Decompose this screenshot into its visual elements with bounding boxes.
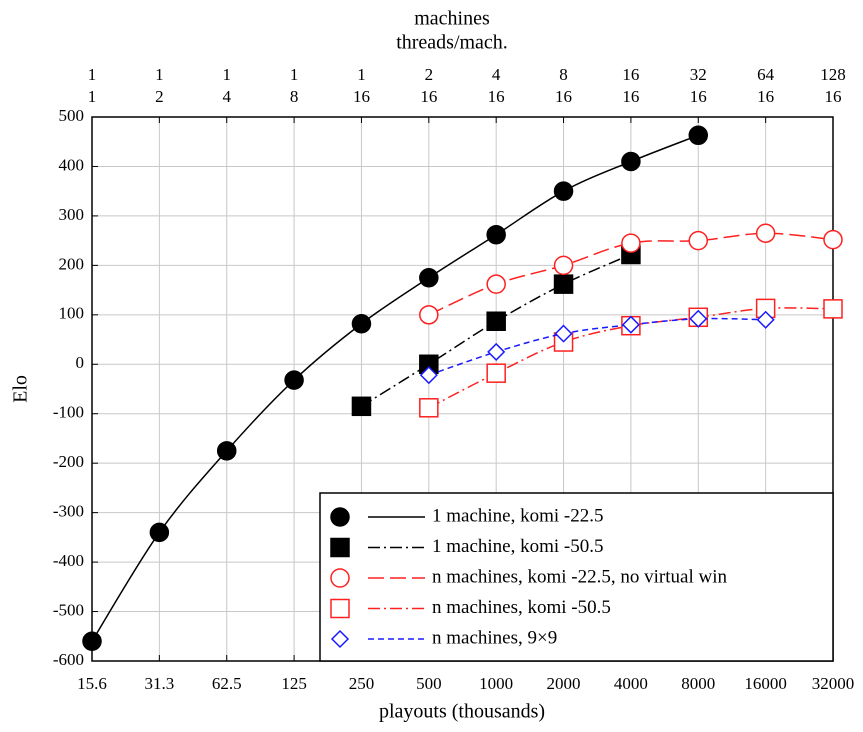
y-tick-label: -200 (53, 452, 84, 471)
point (330, 568, 350, 588)
point (755, 223, 776, 243)
top-tick-label: 16 (825, 87, 842, 106)
point (621, 233, 641, 253)
top-tick-label: 4 (222, 87, 231, 106)
x-tick-label: 250 (349, 674, 375, 693)
y-tick-label: 100 (59, 304, 85, 323)
legend-label: n machines, komi -22.5, no virtual win (432, 566, 727, 587)
point (284, 370, 304, 390)
x-axis-label: playouts (thousands) (379, 701, 545, 723)
top-tick-label: 16 (622, 87, 639, 106)
top-tick-label: 4 (492, 65, 501, 84)
top-tick-label: 64 (757, 65, 775, 84)
point (419, 366, 438, 385)
top-tick-label: 2 (155, 87, 164, 106)
point (688, 125, 709, 146)
top-tick-label: 8 (290, 87, 299, 106)
point (553, 181, 574, 201)
top-tick-label: 128 (820, 65, 846, 84)
point (82, 631, 102, 651)
top-tick-label: 8 (559, 65, 568, 84)
x-tick-label: 8000 (681, 674, 715, 693)
point (756, 310, 775, 329)
top-tick-label: 16 (555, 87, 572, 106)
x-tick-label: 32000 (812, 674, 855, 693)
point (487, 342, 506, 361)
point (621, 151, 641, 172)
y-tick-label: -500 (53, 600, 84, 619)
top-tick-label: 32 (690, 65, 707, 84)
top-tick-label: 2 (425, 65, 434, 84)
x-tick-label: 31.3 (144, 674, 174, 693)
y-tick-label: -100 (53, 403, 84, 422)
point (689, 309, 708, 328)
point (216, 441, 237, 461)
y-axis-label: Elo (10, 375, 32, 403)
x-tick-label: 2000 (547, 674, 581, 693)
top-tick-label: 1 (290, 65, 299, 84)
x-tick-label: 125 (281, 674, 307, 693)
point (621, 315, 640, 334)
point (419, 267, 439, 288)
y-tick-label: 200 (59, 254, 85, 273)
x-tick-label: 500 (416, 674, 442, 693)
series-line (91, 134, 699, 642)
x-tick-label: 15.6 (77, 674, 107, 693)
top-axis-label: threads/mach. (396, 32, 508, 54)
y-tick-label: 500 (59, 106, 85, 125)
top-tick-label: 1 (88, 65, 97, 84)
point (330, 537, 350, 558)
point (553, 274, 574, 294)
legend-label: n machines, 9×9 (432, 627, 557, 648)
x-tick-label: 62.5 (212, 674, 242, 693)
series-line (428, 317, 766, 376)
point (486, 274, 506, 294)
y-tick-label: -300 (53, 502, 84, 521)
y-tick-label: 0 (76, 353, 85, 372)
legend-label: 1 machine, komi -22.5 (432, 505, 604, 526)
top-tick-label: 16 (420, 87, 437, 106)
y-tick-label: 400 (59, 155, 85, 174)
point (419, 305, 439, 325)
top-tick-label: 16 (622, 65, 639, 84)
top-tick-label: 1 (88, 87, 97, 106)
x-tick-label: 4000 (614, 674, 648, 693)
top-tick-label: 1 (155, 65, 164, 84)
legend-label: n machines, komi -50.5 (432, 597, 611, 618)
point (330, 598, 350, 619)
x-tick-label: 1000 (479, 674, 513, 693)
point (486, 224, 506, 245)
legend-label: 1 machine, komi -50.5 (432, 536, 604, 557)
top-tick-label: 1 (357, 65, 366, 84)
x-tick-label: 16000 (744, 674, 787, 693)
point (149, 522, 170, 543)
y-tick-label: 300 (59, 205, 85, 224)
point (554, 324, 573, 343)
top-tick-label: 16 (690, 87, 707, 106)
point (486, 311, 506, 331)
y-tick-label: -600 (53, 650, 84, 669)
point (823, 299, 843, 319)
point (330, 507, 350, 527)
top-tick-label: 16 (757, 87, 774, 106)
top-tick-label: 16 (488, 87, 505, 106)
point (351, 396, 372, 417)
point (553, 255, 574, 276)
point (351, 313, 372, 334)
point (419, 398, 439, 418)
top-tick-label: 1 (222, 65, 231, 84)
point (330, 629, 350, 649)
y-tick-label: -400 (53, 551, 84, 570)
top-tick-label: 16 (353, 87, 370, 106)
point (688, 230, 709, 251)
top-axis-label: machines (414, 8, 490, 30)
point (486, 363, 506, 383)
legend-box (319, 492, 834, 662)
point (823, 229, 843, 250)
